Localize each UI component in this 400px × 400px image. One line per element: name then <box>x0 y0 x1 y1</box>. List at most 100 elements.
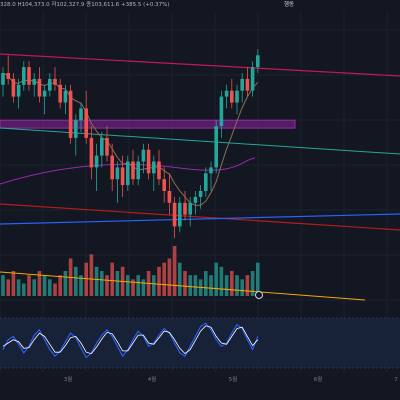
candle-body <box>63 90 68 103</box>
volume-bar <box>27 275 31 296</box>
candle-body <box>53 78 57 85</box>
candle-body <box>100 137 104 156</box>
volume-bar <box>63 271 68 296</box>
volume-bar <box>256 262 260 296</box>
volume-bar <box>11 271 16 296</box>
candle-body <box>48 78 52 91</box>
candle-body <box>209 167 213 174</box>
volume-bar <box>32 279 36 296</box>
header-tag: 행동 <box>284 2 295 8</box>
x-tick-label: 3월 <box>64 375 73 383</box>
candle-body <box>79 108 83 121</box>
trendline-lower <box>0 203 400 231</box>
volume-bar <box>79 275 83 296</box>
candle-body <box>94 155 99 168</box>
x-tick-label: 7 <box>394 377 398 383</box>
candle-body <box>193 196 198 203</box>
volume-bar <box>110 262 114 296</box>
volume-bar <box>178 262 182 296</box>
volume-bar <box>16 279 21 296</box>
volume-bar <box>245 275 250 296</box>
volume-bar <box>172 246 177 296</box>
oscillator-d-line <box>2 325 259 355</box>
volume-bar <box>141 279 146 296</box>
volume-bar <box>136 275 140 296</box>
candle-body <box>157 161 161 180</box>
ohlc-readout: 328.0 H104,373.0 저102,327.9 종103,611.6 +… <box>0 2 170 8</box>
volume-bar <box>214 262 218 296</box>
volume-trendline <box>0 271 366 301</box>
candle-body <box>11 78 16 97</box>
candle-body <box>120 167 125 186</box>
candle-body <box>240 78 244 91</box>
candle-body <box>235 90 239 103</box>
volume-bar <box>37 271 42 296</box>
candle-body <box>68 90 73 138</box>
candle-body <box>110 155 114 180</box>
candle-body <box>74 120 78 138</box>
volume-bar <box>74 266 78 296</box>
candle-body <box>42 90 47 97</box>
resistance-zone <box>0 119 296 129</box>
candle-body <box>183 202 187 215</box>
volume-bar <box>219 266 224 296</box>
candle-body <box>178 202 182 227</box>
candle-body <box>152 161 156 174</box>
candle-body <box>136 161 140 180</box>
volume-bar <box>235 275 239 296</box>
volume-bar <box>105 275 109 296</box>
volume-bar <box>157 266 161 296</box>
candle-body <box>126 161 130 186</box>
candle-body <box>172 202 177 227</box>
volume-bar <box>6 279 10 296</box>
candle-body <box>250 67 255 91</box>
candle-body <box>188 202 192 215</box>
trendline-middle <box>0 127 400 155</box>
volume-bar <box>42 275 47 296</box>
candle-body <box>16 84 21 97</box>
volume-bar <box>100 271 104 296</box>
trendline-support <box>0 213 400 225</box>
candle-body <box>256 55 260 68</box>
candle-body <box>224 90 229 97</box>
volume-bar <box>162 262 166 296</box>
volume-bar <box>1 275 5 296</box>
volume-bar <box>204 271 208 296</box>
volume-bar <box>48 279 52 296</box>
volume-bar <box>53 283 57 296</box>
candle-body <box>105 137 109 156</box>
candle-body <box>204 173 208 191</box>
candle-body <box>167 191 172 203</box>
volume-bar <box>209 275 213 296</box>
volume-bar <box>193 275 198 296</box>
volume-bar <box>58 275 62 296</box>
volume-bar <box>84 262 88 296</box>
volume-bar <box>22 283 26 296</box>
x-tick-label: 5월 <box>229 375 238 383</box>
moving-average-line <box>2 72 259 206</box>
candle-body <box>141 149 146 162</box>
volume-bar <box>183 271 187 296</box>
candle-body <box>115 167 120 180</box>
trendline-upper <box>0 53 400 77</box>
candle-body <box>27 67 31 85</box>
candle-body <box>198 191 203 197</box>
volume-bar <box>131 279 135 296</box>
volume-bar <box>89 254 94 296</box>
candle-body <box>84 108 88 138</box>
candle-body <box>1 73 5 85</box>
x-tick-label: 4월 <box>148 375 157 383</box>
candle-body <box>214 126 218 168</box>
volume-bar <box>188 275 192 296</box>
candle-body <box>89 137 94 168</box>
volume-bar <box>94 266 99 296</box>
candle-body <box>162 179 166 191</box>
oscillator-band <box>0 318 400 368</box>
candle-body <box>32 78 36 85</box>
candle-body <box>230 90 234 103</box>
chart-header: 328.0 H104,373.0 저102,327.9 종103,611.6 +… <box>0 0 400 12</box>
volume-bar <box>152 275 156 296</box>
volume-bar <box>250 271 255 296</box>
volume-marker <box>255 291 263 299</box>
